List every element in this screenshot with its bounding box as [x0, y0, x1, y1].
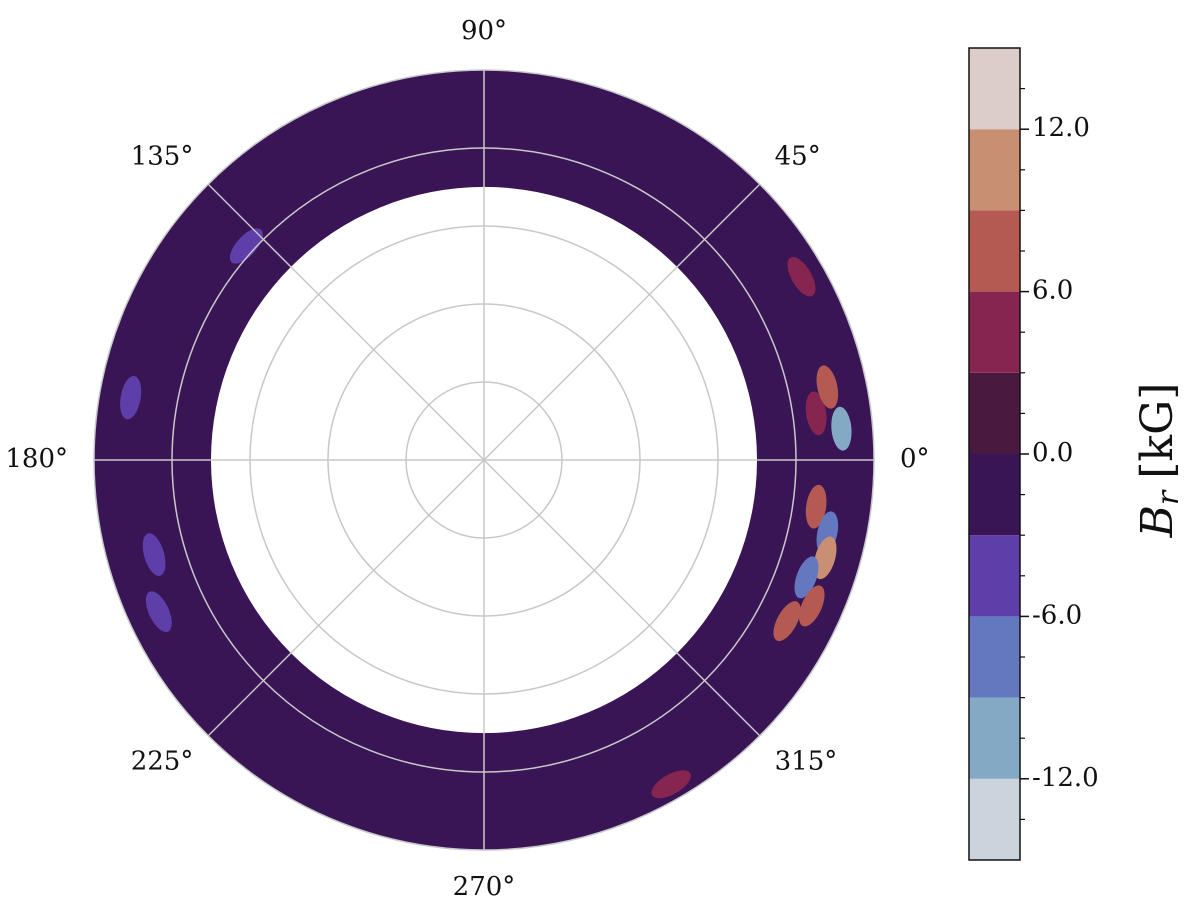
field-spot: [120, 375, 142, 420]
colorbar-band: [969, 129, 1020, 211]
angle-tick-label: 270°: [453, 872, 516, 902]
angle-tick-label: 0°: [900, 444, 930, 474]
colorbar-tick-label: -12.0: [1032, 763, 1099, 793]
colorbar-label: Br [kG]: [1132, 383, 1187, 539]
angular-grid-line: [483, 459, 761, 737]
field-spot: [651, 770, 691, 799]
angular-grid-line: [483, 183, 761, 461]
angle-tick-label: 225°: [131, 747, 194, 777]
field-spot: [229, 228, 263, 264]
colorbar-tick-label: 12.0: [1032, 113, 1090, 143]
field-spot: [145, 591, 172, 633]
field-spot: [813, 536, 837, 580]
colorbar-band: [969, 291, 1020, 373]
angle-tick-label: 180°: [5, 444, 68, 474]
colorbar-band: [969, 697, 1020, 779]
colorbar-tick-label: 6.0: [1032, 276, 1073, 306]
colorbar-band: [969, 778, 1020, 860]
colorbar-band: [969, 454, 1020, 536]
colorbar-tick-label: -6.0: [1032, 600, 1082, 630]
field-spot: [787, 257, 816, 297]
field-spot: [805, 391, 827, 436]
colorbar-band: [969, 372, 1020, 454]
colorbar-band: [969, 48, 1020, 130]
field-spot: [794, 556, 819, 599]
angle-tick-label: 135°: [131, 141, 194, 171]
field-spot: [816, 365, 839, 409]
field-spot: [831, 406, 852, 451]
angle-tick-label: 45°: [775, 141, 821, 171]
colorbar-tick-label: 0.0: [1032, 438, 1073, 468]
angle-tick-label: 315°: [775, 747, 838, 777]
field-spot: [773, 601, 801, 642]
colorbar-band: [969, 210, 1020, 292]
field-spot: [142, 533, 166, 576]
angle-tick-label: 90°: [461, 16, 507, 46]
colorbar-symbol: B: [1132, 505, 1183, 538]
colorbar-subscript: r: [1151, 489, 1186, 505]
colorbar-band: [969, 616, 1020, 698]
field-spot: [798, 585, 825, 627]
colorbar-band: [969, 535, 1020, 617]
colorbar-unit: [kG]: [1132, 383, 1183, 479]
angular-grid-line: [207, 459, 485, 737]
angular-grid-line: [207, 183, 485, 461]
field-spot: [805, 484, 827, 529]
